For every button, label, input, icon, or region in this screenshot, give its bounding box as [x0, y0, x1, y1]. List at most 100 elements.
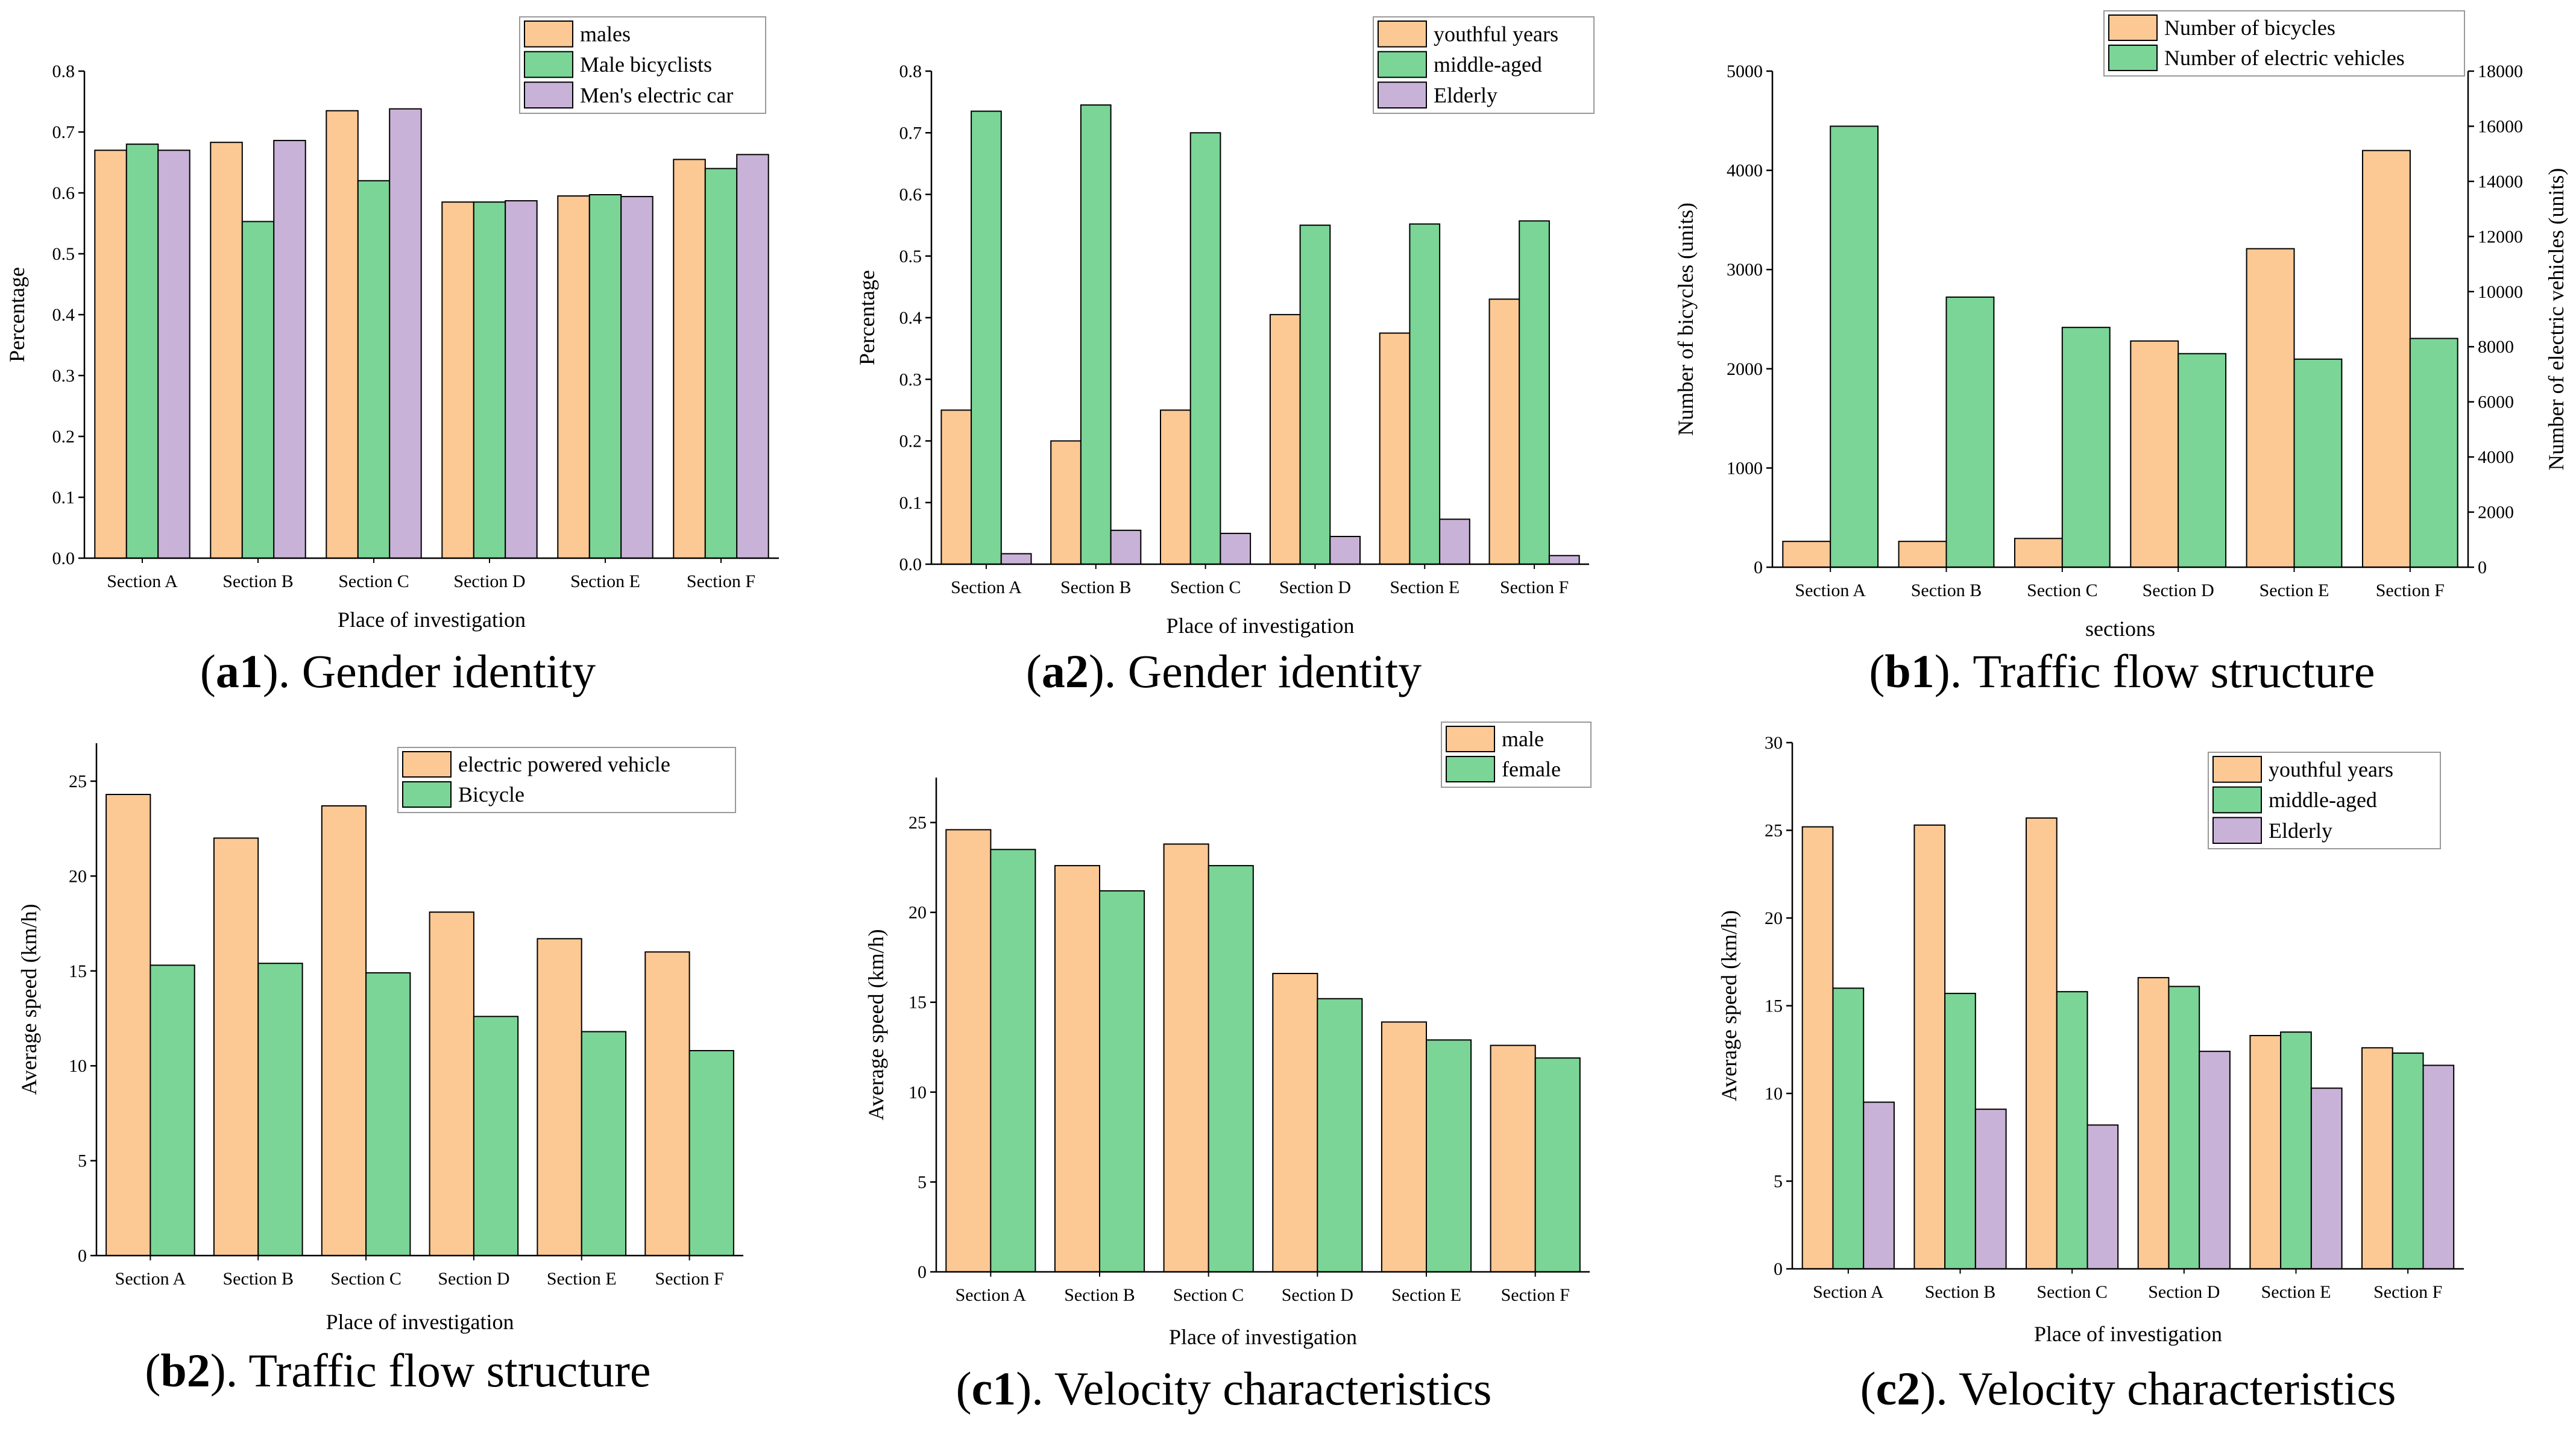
bar-b2-orange-5 — [537, 938, 582, 1257]
bar-c2-purple-6 — [2422, 1064, 2455, 1270]
y-tick-label: 0 — [1774, 1259, 1783, 1279]
y-tick-label: 10 — [1765, 1084, 1783, 1104]
legend-label: Men's electric car — [580, 83, 733, 107]
bar-a1-green-6 — [704, 168, 738, 559]
y-tick-label: 0.6 — [52, 183, 75, 203]
bar-c2-purple-1 — [1863, 1101, 1895, 1269]
bar-a1-orange-4 — [441, 201, 474, 559]
bar-a1-orange-2 — [210, 142, 243, 559]
x-tick-label: Section C — [2036, 1282, 2108, 1302]
bar-b1-green-4 — [2178, 353, 2227, 568]
bar-a1-purple-2 — [273, 140, 306, 559]
bar-b1-orange-6 — [2362, 149, 2411, 568]
legend-swatch-green — [402, 781, 452, 808]
bar-b1-green-2 — [1945, 296, 1995, 568]
legend-label: Male bicyclists — [580, 52, 712, 77]
bar-a1-purple-6 — [736, 154, 769, 559]
bar-c1-orange-6 — [1490, 1045, 1536, 1273]
y-tick-label: 3000 — [1727, 260, 1763, 280]
legend-swatch-purple — [1378, 81, 1427, 108]
x-axis-label: sections — [2085, 617, 2155, 641]
bar-b1-orange-5 — [2246, 248, 2295, 568]
chart-b1: 0 1000 2000 3000 4000 5000 0 2000 4000 6000 8000 10… — [1674, 10, 2568, 697]
y-tick-label: 15 — [1765, 996, 1783, 1016]
y-tick-label: 0.1 — [52, 488, 75, 508]
panel-caption: (b2). Traffic flow structure — [145, 1344, 650, 1397]
bar-b1-green-1 — [1830, 125, 1879, 568]
x-tick-label: Section C — [2027, 580, 2098, 600]
legend: electric powered vehicle Bicycle — [397, 747, 736, 813]
x-tick-label: Section D — [438, 1269, 509, 1289]
bar-a2-orange-5 — [1379, 332, 1411, 565]
y-tick-label: 0.2 — [899, 432, 922, 451]
bar-b2-green-2 — [257, 963, 303, 1256]
x-tick-label: Section E — [1391, 1285, 1461, 1305]
y-axis-label: Average speed (km/h) — [1717, 910, 1741, 1101]
bar-c2-orange-6 — [2361, 1047, 2393, 1270]
bar-c2-green-4 — [2168, 986, 2200, 1269]
y-tick-label-right: 14000 — [2478, 172, 2523, 192]
bar-a1-green-4 — [473, 201, 506, 559]
y-tick-label-right: 6000 — [2478, 392, 2514, 412]
x-tick-label: Section D — [453, 571, 525, 591]
bar-b1-green-6 — [2409, 338, 2458, 568]
legend-swatch-orange — [524, 20, 573, 48]
bar-b1-orange-2 — [1898, 541, 1947, 568]
legend-swatch-orange — [1446, 726, 1495, 752]
chart-c2: 0 5 10 15 20 25 30 Section A Section B Section C S… — [1717, 733, 2464, 1415]
bar-b1-green-5 — [2293, 358, 2343, 568]
x-tick-label: Section E — [2261, 1282, 2331, 1302]
y-tick-label-right: 12000 — [2478, 227, 2523, 247]
chart-a1: 0.0 0.1 0.2 0.3 0.4 0.5 0.6 0.7 0.8 Section A Sect… — [5, 16, 779, 697]
y-tick-label: 0.0 — [899, 555, 922, 574]
bar-a2-green-6 — [1519, 220, 1550, 565]
bar-c1-orange-2 — [1054, 865, 1101, 1272]
legend-swatch-orange — [2212, 756, 2262, 783]
x-tick-label: Section F — [2376, 580, 2445, 600]
bar-a2-green-1 — [971, 110, 1002, 565]
bar-b2-green-6 — [688, 1050, 734, 1256]
y-tick-label: 5 — [918, 1172, 927, 1192]
legend-label: Number of bicycles — [2164, 16, 2335, 40]
bar-a1-green-5 — [588, 194, 622, 559]
bar-b1-green-3 — [2061, 327, 2111, 568]
y-tick-label: 25 — [1765, 821, 1783, 841]
bar-a2-green-5 — [1409, 223, 1441, 565]
y-tick-label: 0.6 — [899, 185, 922, 205]
x-tick-label: Section A — [1795, 580, 1866, 600]
bar-b2-orange-1 — [105, 794, 151, 1256]
y-tick-label: 0.2 — [52, 427, 75, 447]
y-axis-label-right: Number of electric vehicles (units) — [2544, 168, 2568, 471]
bar-a2-orange-4 — [1269, 313, 1301, 565]
x-axis-label: Place of investigation — [326, 1310, 514, 1334]
bar-c2-purple-2 — [1974, 1109, 2007, 1269]
x-axis-label: Place of investigation — [2034, 1322, 2222, 1346]
bar-c2-orange-1 — [1801, 826, 1834, 1269]
bar-a1-orange-3 — [326, 110, 359, 559]
bar-a1-purple-1 — [157, 149, 191, 559]
y-tick-label: 0.7 — [52, 122, 75, 142]
legend-box — [2103, 10, 2465, 77]
x-tick-label: Section B — [223, 1269, 294, 1289]
legend-box — [397, 747, 736, 813]
bar-c2-purple-4 — [2199, 1051, 2231, 1269]
bar-c2-orange-3 — [2026, 817, 2058, 1269]
bar-c1-green-2 — [1099, 890, 1145, 1272]
bar-a2-orange-6 — [1488, 298, 1520, 565]
y-tick-label: 25 — [69, 772, 87, 791]
x-tick-label: Section D — [1279, 577, 1351, 597]
legend: youthful years middle-aged Elderly — [2208, 752, 2441, 849]
legend-label: Elderly — [2269, 819, 2332, 843]
y-tick-label: 0 — [1754, 558, 1763, 577]
x-tick-label: Section D — [2143, 580, 2214, 600]
y-tick-label: 0.5 — [52, 244, 75, 264]
bar-c1-green-3 — [1208, 865, 1254, 1272]
bar-c1-green-5 — [1426, 1039, 1472, 1273]
bar-a1-green-1 — [125, 143, 159, 559]
y-tick-label: 30 — [1765, 733, 1783, 753]
x-tick-label: Section C — [338, 571, 409, 591]
bar-a1-purple-3 — [389, 108, 422, 559]
legend-label: middle-aged — [2269, 788, 2377, 812]
x-tick-label: Section F — [1500, 577, 1569, 597]
